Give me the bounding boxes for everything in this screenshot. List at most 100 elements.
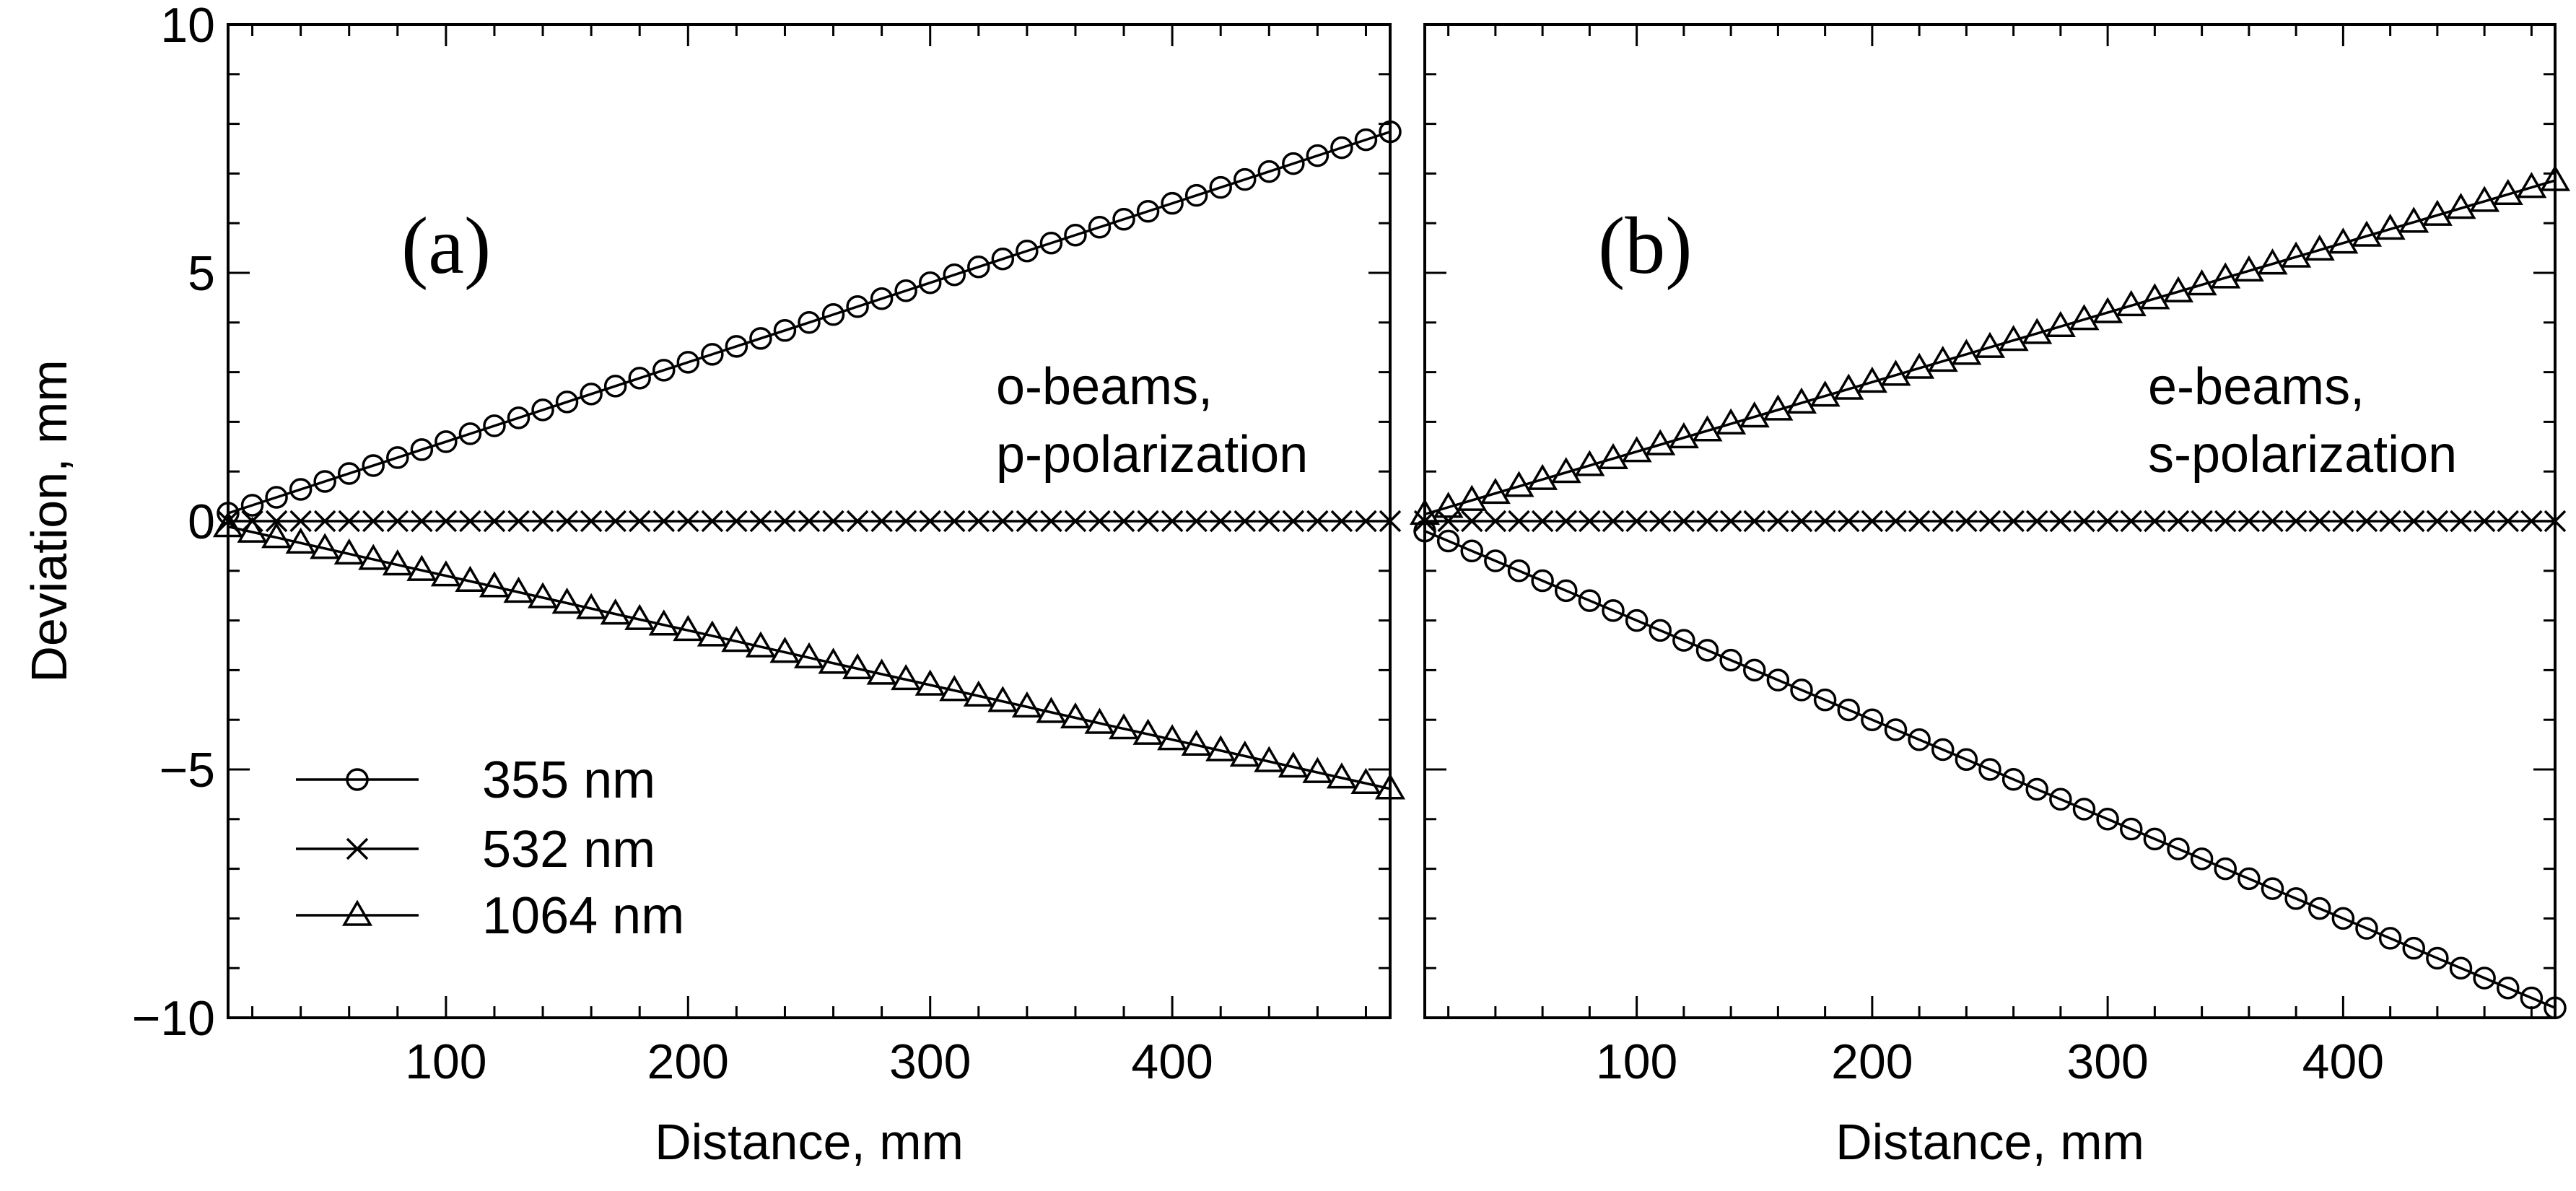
data-point <box>2520 986 2544 1010</box>
data-point <box>435 430 458 453</box>
data-point <box>821 303 845 326</box>
data-point <box>1137 510 1159 533</box>
legend: 355 nm 532 nm 1064 nm <box>296 751 684 945</box>
data-point <box>1550 457 1581 484</box>
data-point <box>212 511 244 538</box>
data-point <box>773 319 797 342</box>
data-point <box>1258 510 1280 533</box>
legend-label: 1064 nm <box>482 887 684 945</box>
series-355-nm <box>217 120 1402 525</box>
x-tick-label: 300 <box>2066 1034 2148 1089</box>
data-point <box>1088 215 1112 239</box>
data-point <box>939 675 970 702</box>
data-point <box>362 510 385 533</box>
data-point <box>1833 373 1864 400</box>
data-point <box>648 609 679 636</box>
data-point <box>483 510 506 533</box>
data-point <box>2308 896 2331 920</box>
data-point <box>1695 639 1719 662</box>
data-point <box>2162 276 2194 302</box>
data-point <box>1161 510 1184 533</box>
data-point <box>1132 718 1163 745</box>
data-point <box>458 422 482 445</box>
data-point <box>1602 510 1625 533</box>
data-point <box>551 588 582 614</box>
data-point <box>943 510 966 533</box>
data-point <box>2049 510 2072 533</box>
data-point <box>2022 318 2053 344</box>
data-point <box>749 510 772 533</box>
data-point <box>603 375 627 398</box>
data-point <box>798 510 821 533</box>
data-point <box>919 510 941 533</box>
data-point <box>1234 167 1257 191</box>
data-point <box>2473 967 2496 990</box>
data-point <box>894 279 917 302</box>
annotation-line: o-beams, <box>996 358 1213 416</box>
data-point <box>1998 325 2029 352</box>
data-point <box>265 510 288 533</box>
data-point <box>556 510 578 533</box>
data-point <box>528 582 559 608</box>
data-point <box>2214 857 2237 881</box>
data-point <box>1625 608 1649 632</box>
data-point <box>1951 339 1982 365</box>
data-point <box>1884 718 1908 741</box>
panel-a: 100 200 300 400 10 5 0 −5 −10 Distance, mm Deviati… <box>21 0 1406 1170</box>
data-point <box>1621 436 1652 463</box>
series-355-nm <box>1413 520 2567 1019</box>
data-point <box>1278 751 1309 778</box>
data-point <box>2379 510 2401 533</box>
data-point <box>628 367 651 390</box>
data-point <box>1508 510 1530 533</box>
data-point <box>2069 304 2100 331</box>
data-point <box>386 446 409 469</box>
data-point <box>2284 887 2308 910</box>
series-532-nm <box>217 510 1402 533</box>
panel-label: (a) <box>401 201 491 291</box>
data-point <box>507 406 531 429</box>
data-point <box>1908 510 1931 533</box>
data-point <box>1060 702 1091 729</box>
data-point <box>1716 408 1747 435</box>
series-line <box>1424 530 2556 1009</box>
data-point <box>1409 498 1441 525</box>
data-point <box>406 554 437 581</box>
data-point <box>483 414 506 437</box>
data-point <box>1579 510 1601 533</box>
data-point <box>1209 510 1232 533</box>
annotation-line: s-polarization <box>2148 426 2457 484</box>
data-point <box>382 549 413 576</box>
data-point <box>749 327 772 350</box>
data-point <box>1838 510 1860 533</box>
data-point <box>479 571 510 598</box>
data-point <box>507 510 530 533</box>
data-point <box>2072 798 2096 821</box>
data-point <box>1719 510 1742 533</box>
data-point <box>2214 510 2237 533</box>
data-point <box>1436 529 1460 553</box>
data-point <box>338 510 360 533</box>
data-point <box>1625 510 1648 533</box>
data-point <box>2120 510 2142 533</box>
data-point <box>1064 223 1087 247</box>
data-point <box>2144 510 2166 533</box>
data-point <box>1112 510 1135 533</box>
data-point <box>1016 239 1039 263</box>
data-point <box>555 391 579 414</box>
y-tick-label: 0 <box>188 494 215 549</box>
data-point <box>2520 510 2543 533</box>
data-point <box>918 271 942 295</box>
x-axis-title: Distance, mm <box>655 1114 964 1170</box>
data-point <box>2497 976 2520 1000</box>
data-point <box>1185 510 1208 533</box>
data-point <box>1743 510 1765 533</box>
data-point <box>870 287 894 310</box>
data-point <box>2237 510 2261 533</box>
data-point <box>769 637 800 663</box>
data-point <box>2308 510 2331 533</box>
data-point <box>2120 817 2143 841</box>
y-tick-label: 5 <box>188 246 215 301</box>
data-point <box>870 510 893 533</box>
